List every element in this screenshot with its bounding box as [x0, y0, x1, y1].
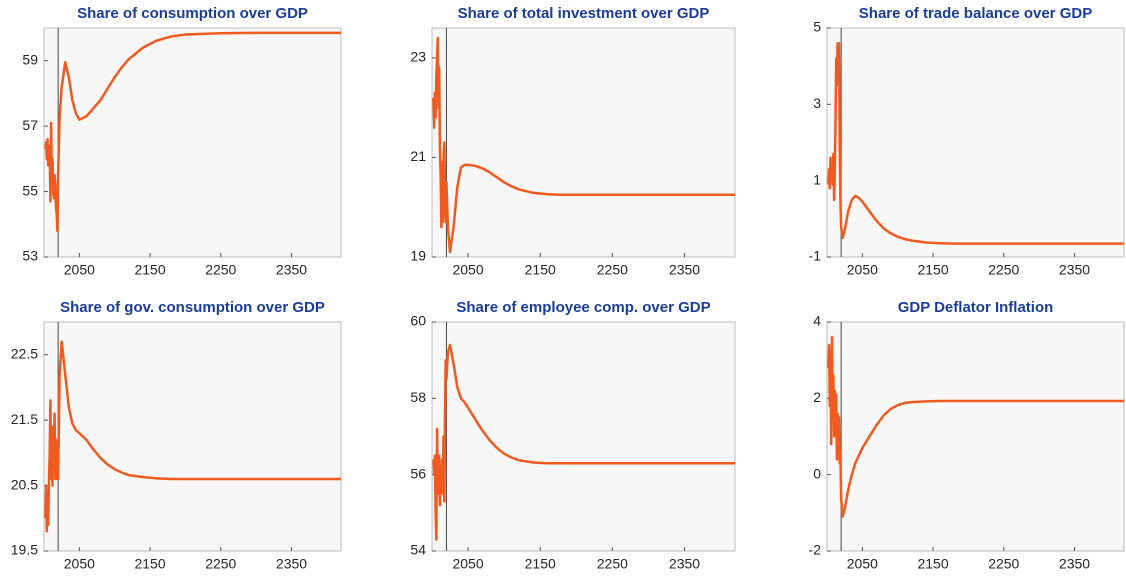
- x-tick-label: 2250: [988, 262, 1019, 278]
- y-tick-label: 54: [410, 542, 426, 558]
- y-tick-label: 5: [813, 19, 821, 35]
- x-tick-label: 2150: [525, 262, 556, 278]
- y-tick-label: 60: [410, 313, 426, 329]
- chart-title: Share of trade balance over GDP: [859, 5, 1092, 22]
- chart-title: Share of total investment over GDP: [458, 5, 710, 22]
- x-tick-label: 2350: [669, 262, 700, 278]
- plot-area: [43, 321, 342, 552]
- x-tick-label: 2250: [597, 556, 628, 572]
- y-tick-label: 2: [813, 389, 821, 405]
- y-tick-label: 3: [813, 95, 821, 111]
- y-tick-label: 19.5: [11, 542, 38, 558]
- y-tick-label: 0: [813, 465, 821, 481]
- x-tick-label: 2350: [276, 556, 307, 572]
- x-tick-label: 2150: [917, 262, 948, 278]
- data-line: [432, 343, 735, 541]
- x-tick-label: 2250: [205, 262, 236, 278]
- x-tick-label: 2350: [1059, 262, 1090, 278]
- chart-title: Share of gov. consumption over GDP: [60, 299, 325, 316]
- x-tick-label: 2050: [452, 556, 483, 572]
- y-tick-label: 22.5: [11, 345, 38, 361]
- y-tick-label: 53: [22, 248, 38, 264]
- x-tick-label: 2050: [452, 262, 483, 278]
- x-tick-label: 2350: [1059, 556, 1090, 572]
- x-tick-label: 2150: [134, 262, 165, 278]
- x-tick-label: 2250: [988, 556, 1019, 572]
- chart-title: Share of consumption over GDP: [77, 5, 308, 22]
- x-tick-label: 2150: [525, 556, 556, 572]
- x-tick-label: 2050: [64, 556, 95, 572]
- y-tick-label: 19: [410, 248, 426, 264]
- y-tick-label: 20.5: [11, 476, 38, 492]
- data-line: [44, 31, 341, 233]
- y-tick-label: 1: [813, 171, 821, 187]
- y-tick-label: 59: [22, 51, 38, 67]
- y-tick-label: 57: [22, 117, 38, 133]
- data-line: [827, 42, 1124, 245]
- chart-title: GDP Deflator Inflation: [898, 299, 1054, 316]
- data-line: [432, 36, 735, 254]
- y-tick-label: 4: [813, 313, 821, 329]
- data-line: [44, 340, 341, 533]
- x-tick-label: 2250: [205, 556, 236, 572]
- plot-area: [826, 27, 1125, 258]
- y-tick-label: 23: [410, 49, 426, 65]
- plot-area: [431, 27, 736, 258]
- y-tick-label: 55: [22, 182, 38, 198]
- x-tick-label: 2050: [64, 262, 95, 278]
- x-tick-label: 2150: [134, 556, 165, 572]
- x-tick-label: 2150: [917, 556, 948, 572]
- x-tick-label: 2050: [847, 262, 878, 278]
- y-tick-label: -1: [809, 248, 822, 264]
- y-tick-label: 56: [410, 465, 426, 481]
- plot-area: [431, 321, 736, 552]
- y-tick-label: 21.5: [11, 411, 38, 427]
- x-tick-label: 2050: [847, 556, 878, 572]
- chart-title: Share of employee comp. over GDP: [456, 299, 710, 316]
- plot-area: [826, 321, 1125, 552]
- x-tick-label: 2250: [597, 262, 628, 278]
- data-line: [827, 336, 1124, 518]
- x-tick-label: 2350: [669, 556, 700, 572]
- y-tick-label: 21: [410, 148, 426, 164]
- y-tick-label: -2: [809, 542, 822, 558]
- y-tick-label: 58: [410, 389, 426, 405]
- plot-area: [43, 27, 342, 258]
- x-tick-label: 2350: [276, 262, 307, 278]
